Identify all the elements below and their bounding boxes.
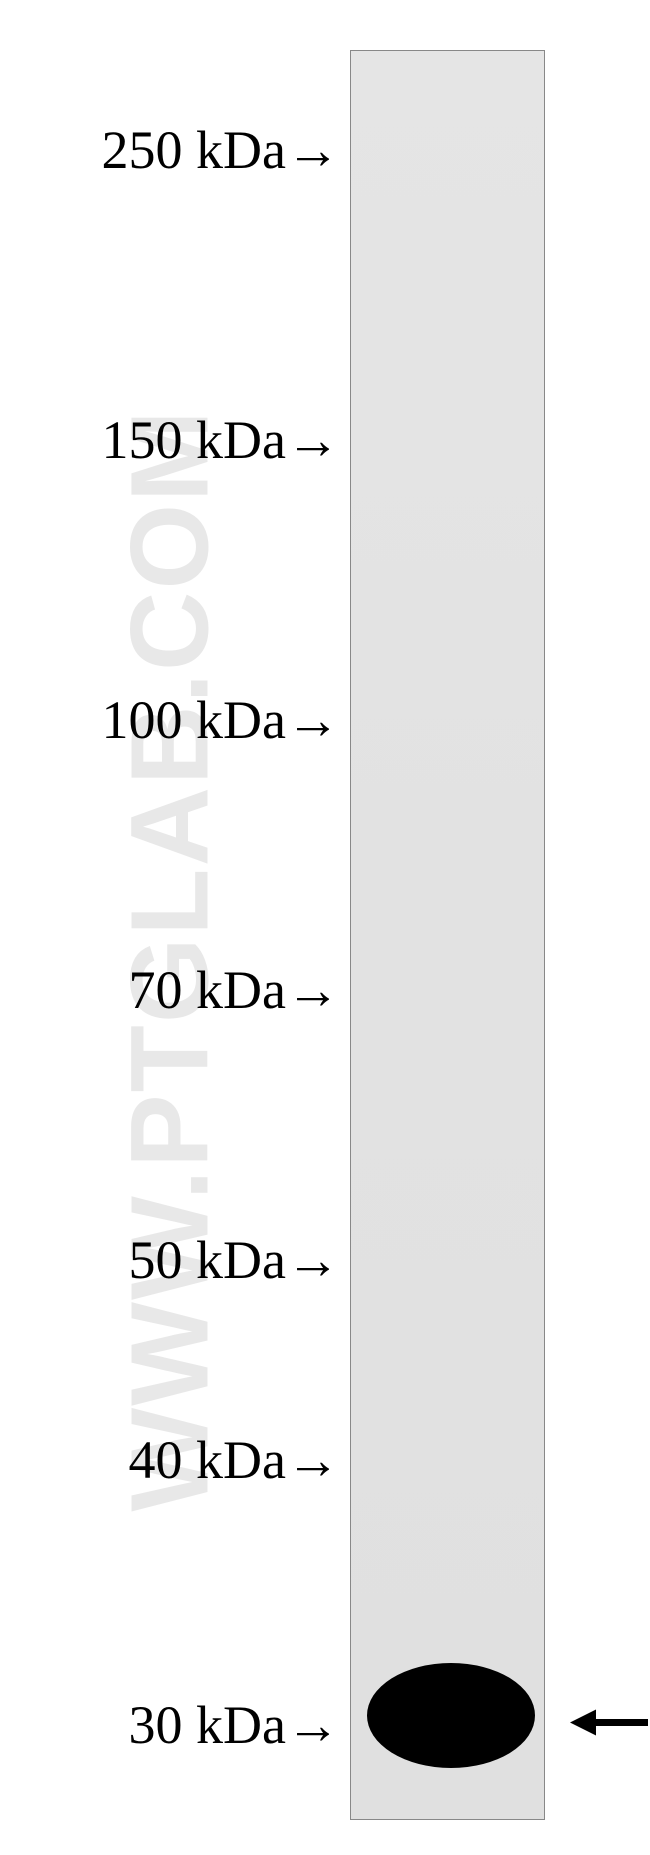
marker-label-250: 250 kDa→ xyxy=(102,123,340,177)
marker-label-40: 40 kDa→ xyxy=(129,1433,340,1487)
protein-band xyxy=(367,1663,535,1768)
marker-text: 40 kDa xyxy=(129,1430,286,1490)
marker-text: 250 kDa xyxy=(102,120,286,180)
blot-container: WWW.PTGLAB.COM 250 kDa→ 150 kDa→ 100 kDa… xyxy=(0,0,650,1855)
marker-label-100: 100 kDa→ xyxy=(102,693,340,747)
marker-text: 100 kDa xyxy=(102,690,286,750)
arrow-icon: → xyxy=(286,410,340,470)
arrow-icon: → xyxy=(286,1430,340,1490)
marker-label-70: 70 kDa→ xyxy=(129,963,340,1017)
marker-text: 150 kDa xyxy=(102,410,286,470)
result-arrow-icon xyxy=(570,1708,650,1743)
blot-lane xyxy=(350,50,545,1820)
arrow-icon: → xyxy=(286,1230,340,1290)
blot-lane-bg xyxy=(351,51,544,1819)
marker-label-30: 30 kDa→ xyxy=(129,1698,340,1752)
arrow-icon: → xyxy=(286,1695,340,1755)
marker-text: 50 kDa xyxy=(129,1230,286,1290)
marker-label-50: 50 kDa→ xyxy=(129,1233,340,1287)
marker-text: 70 kDa xyxy=(129,960,286,1020)
marker-label-150: 150 kDa→ xyxy=(102,413,340,467)
arrow-icon: → xyxy=(286,120,340,180)
marker-text: 30 kDa xyxy=(129,1695,286,1755)
arrow-icon: → xyxy=(286,960,340,1020)
arrow-icon: → xyxy=(286,690,340,750)
